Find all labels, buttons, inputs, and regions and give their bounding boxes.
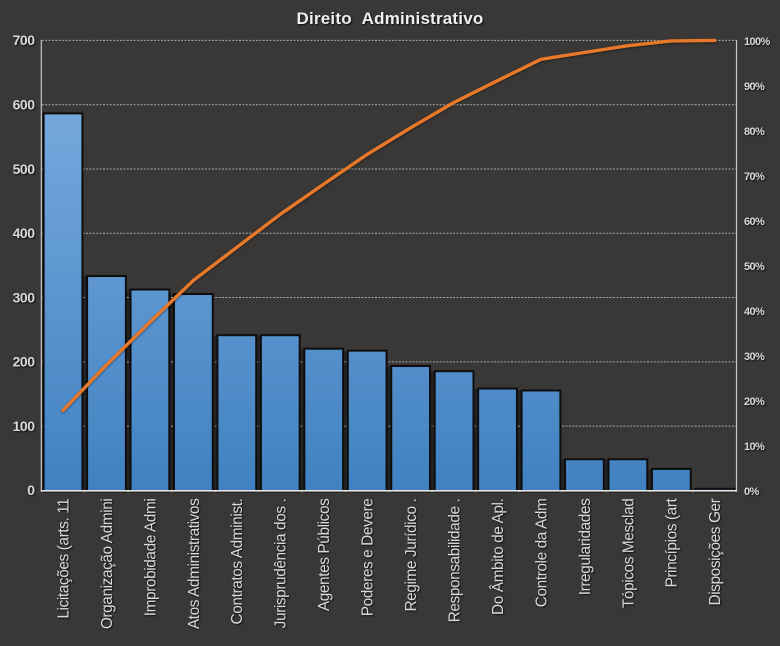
svg-text:Organização Admini: Organização Admini [99,499,116,630]
svg-text:Regime Jurídico .: Regime Jurídico . [403,499,420,612]
svg-text:60%: 60% [744,216,765,228]
svg-text:90%: 90% [744,81,765,93]
svg-text:70%: 70% [744,171,765,183]
svg-text:Jurisprudência dos .: Jurisprudência dos . [273,499,290,629]
svg-text:Do Âmbito de Apl.: Do Âmbito de Apl. [490,499,507,615]
svg-text:100: 100 [13,418,36,434]
svg-text:Princípios (art: Princípios (art [664,497,681,587]
svg-text:700: 700 [13,32,36,48]
svg-text:Poderes e Devere: Poderes e Devere [360,499,377,617]
svg-text:Atos Administrativos: Atos Administrativos [186,498,203,629]
svg-text:Controle da Adm: Controle da Adm [533,499,550,608]
svg-text:Responsabilidade .: Responsabilidade . [446,499,463,623]
svg-text:Contratos Administ.: Contratos Administ. [229,499,246,625]
svg-text:Direito Administrativo: Direito Administrativo [297,9,484,28]
svg-text:Irregularidades: Irregularidades [577,498,594,595]
svg-text:500: 500 [13,161,36,177]
svg-text:Agentes Públicos: Agentes Públicos [316,498,333,611]
svg-text:Improbidade Admi: Improbidade Admi [142,499,159,617]
svg-text:300: 300 [13,289,36,305]
svg-text:100%: 100% [744,36,771,48]
svg-text:0: 0 [27,482,35,498]
svg-text:200: 200 [13,354,36,370]
svg-text:Tópicos Mesclad: Tópicos Mesclad [620,499,637,608]
svg-text:30%: 30% [744,351,765,363]
svg-text:20%: 20% [744,396,765,408]
svg-text:Licitações (arts. 11: Licitações (arts. 11 [55,499,72,619]
svg-text:10%: 10% [744,441,765,453]
svg-text:80%: 80% [744,126,765,138]
svg-text:0%: 0% [744,486,760,498]
svg-text:600: 600 [13,97,36,113]
svg-text:40%: 40% [744,306,765,318]
svg-text:Disposições Ger: Disposições Ger [707,498,724,605]
svg-text:50%: 50% [744,261,765,273]
svg-text:400: 400 [13,225,36,241]
